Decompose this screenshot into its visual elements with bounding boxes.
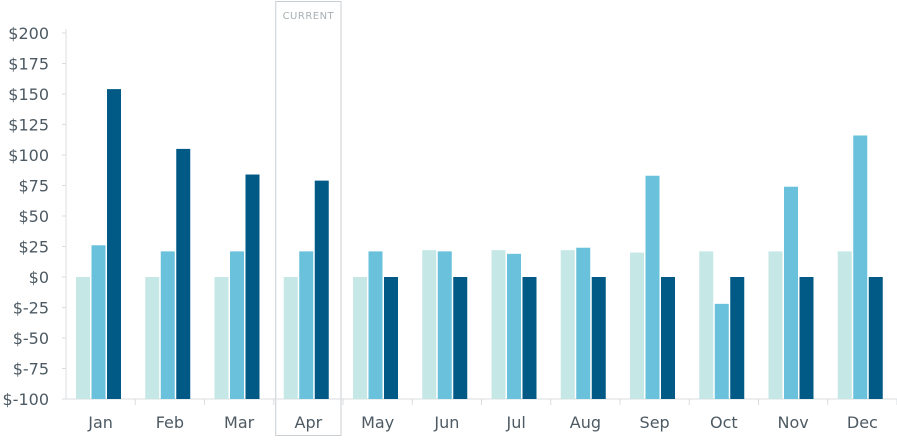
- y-tick-label: $-25: [13, 299, 49, 318]
- bar: [160, 251, 175, 399]
- bar: [714, 303, 729, 399]
- bar: [661, 277, 675, 399]
- bar: [784, 186, 798, 399]
- bar: [630, 252, 644, 399]
- bar: [314, 180, 329, 399]
- bar: [299, 251, 314, 399]
- bar: [868, 277, 883, 399]
- y-tick-label: $125: [8, 116, 49, 135]
- x-tick-label: Sep: [640, 413, 670, 432]
- bar: [799, 277, 814, 399]
- bar: [507, 253, 521, 399]
- bar: [730, 277, 745, 399]
- bar: [145, 277, 160, 399]
- bar: [368, 251, 383, 399]
- bar: [76, 277, 90, 399]
- bar: [522, 277, 537, 399]
- bar: [283, 277, 298, 399]
- bar: [437, 251, 452, 399]
- y-tick-label: $175: [8, 55, 49, 74]
- x-tick-label: Mar: [224, 413, 255, 432]
- x-tick-label: Jan: [87, 413, 113, 432]
- bar: [230, 251, 244, 399]
- x-tick-label: Jul: [505, 413, 525, 432]
- bar: [837, 251, 852, 399]
- x-tick-label: Jun: [433, 413, 459, 432]
- bar: [491, 250, 506, 399]
- y-tick-label: $0: [29, 268, 49, 287]
- y-tick-label: $-50: [13, 329, 49, 348]
- bar: [91, 245, 106, 399]
- x-tick-label: Feb: [156, 413, 184, 432]
- x-tick-label: Aug: [570, 413, 601, 432]
- y-tick-label: $-75: [13, 360, 49, 379]
- y-tick-label: $75: [18, 177, 49, 196]
- x-tick-label: Oct: [710, 413, 738, 432]
- bar: [422, 250, 437, 399]
- current-month-highlight-layer: CURRENT: [275, 1, 342, 436]
- current-month-box: [275, 1, 342, 436]
- x-tick-label: Nov: [778, 413, 809, 432]
- bar: [176, 148, 191, 399]
- bar: [699, 251, 714, 399]
- y-tick-label: $150: [8, 85, 49, 104]
- axes: [62, 29, 897, 405]
- y-tick-label: $100: [8, 146, 49, 165]
- bar: [107, 89, 121, 400]
- y-tick-label: $-100: [3, 390, 50, 409]
- bar: [853, 135, 868, 400]
- bar: [453, 277, 468, 399]
- x-tick-label: Apr: [295, 413, 323, 432]
- bar: [645, 175, 660, 399]
- bar: [576, 247, 591, 399]
- x-tick-label: Dec: [847, 413, 878, 432]
- bar: [768, 251, 783, 399]
- y-tick-label: $25: [18, 238, 49, 257]
- bar: [353, 277, 367, 399]
- bar: [560, 250, 575, 399]
- bars: [76, 89, 883, 400]
- tick-labels: $200 $175 $150 $125 $100 $75 $50 $25 $0 $-25 $-50 $…: [3, 24, 878, 432]
- y-tick-label: $200: [8, 24, 49, 43]
- bar: [214, 277, 229, 399]
- current-month-label: CURRENT: [283, 11, 335, 22]
- y-tick-label: $50: [18, 207, 49, 226]
- x-tick-label: May: [361, 413, 394, 432]
- bar: [384, 277, 398, 399]
- bar: [245, 174, 260, 399]
- bar: [591, 277, 606, 399]
